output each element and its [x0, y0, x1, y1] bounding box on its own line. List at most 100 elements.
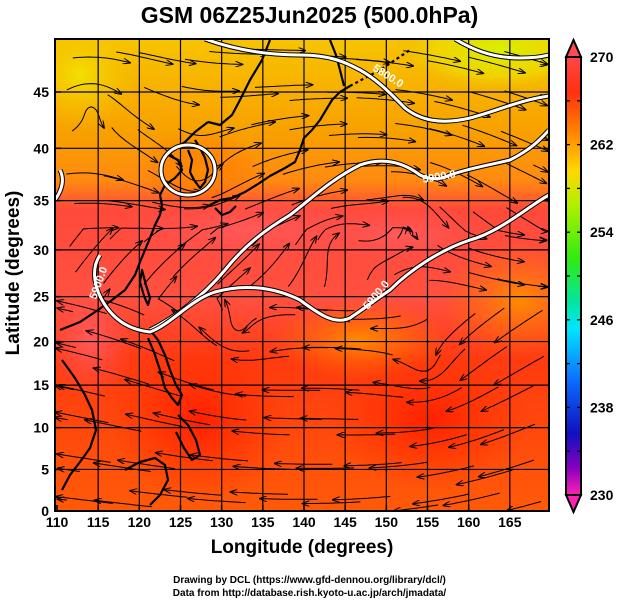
warm-region-northwest [55, 39, 140, 130]
streamline [219, 122, 276, 138]
streamline [395, 123, 451, 136]
streamline [366, 247, 412, 281]
streamline [500, 130, 548, 151]
streamline [443, 492, 500, 505]
streamline [346, 392, 404, 398]
streamline [116, 51, 172, 64]
streamline [236, 394, 294, 397]
streamline [139, 52, 196, 64]
streamline [188, 499, 246, 504]
streamline [402, 196, 449, 227]
streamline [231, 492, 288, 494]
streamline [479, 459, 535, 477]
streamline [413, 493, 470, 504]
streamline [393, 354, 441, 372]
x-tick-label: 110 [46, 514, 69, 530]
x-tick-label: 140 [292, 514, 316, 530]
red-region-philippines [110, 340, 290, 500]
streamline [291, 190, 348, 206]
contour-5800-line [204, 39, 549, 123]
y-tick-label: 35 [33, 193, 49, 209]
streamline [74, 202, 131, 207]
plot-frame [54, 38, 550, 512]
streamline [537, 286, 548, 287]
streamline [159, 372, 214, 391]
streamline [72, 56, 130, 63]
colorbar-tick-label: 254 [590, 224, 614, 240]
streamline [209, 213, 263, 235]
streamline [506, 207, 547, 232]
y-axis-ticks: 0 5 10 15 20 25 30 35 40 45 [33, 84, 61, 519]
x-tick-label: 150 [375, 514, 399, 530]
colorbar-upper-arrow [564, 37, 583, 58]
streamline [303, 347, 361, 349]
streamline [176, 224, 227, 250]
streamline [436, 313, 476, 355]
streamline [317, 224, 369, 241]
streamline [429, 279, 486, 290]
colorbar-lower-arrow [564, 494, 583, 515]
streamline [507, 501, 542, 511]
credit-data-source: Data from http://database.rish.kyoto-u.a… [172, 588, 447, 599]
streamline [85, 420, 142, 432]
coastline-mindanao [175, 414, 202, 462]
streamline [232, 355, 290, 360]
streamline [470, 91, 526, 110]
streamline [410, 434, 467, 447]
x-axis-ticks: 110 115 120 125 130 135 140 145 150 155 160 165 [46, 505, 522, 530]
streamline [87, 331, 142, 350]
y-tick-label: 25 [33, 289, 49, 305]
streamline [251, 116, 309, 126]
coastline-korea [186, 139, 210, 190]
streamline [333, 495, 391, 499]
streamline [152, 201, 209, 207]
streamline [301, 418, 359, 419]
streamline [57, 301, 107, 315]
streamline [303, 502, 361, 504]
streamline [183, 196, 239, 210]
streamline [469, 56, 525, 72]
streamline [327, 92, 385, 94]
streamline [232, 431, 290, 436]
orange-region-east [440, 240, 549, 360]
y-tick-label: 30 [33, 242, 49, 258]
streamlines [55, 49, 548, 511]
contour-label-5900-north: 5900.0 [421, 168, 456, 186]
x-tick-label: 145 [333, 514, 357, 530]
streamline [212, 143, 261, 174]
streamline [234, 466, 292, 469]
streamline [260, 499, 318, 500]
streamline [181, 85, 239, 91]
streamline [143, 244, 185, 285]
streamline [55, 412, 109, 424]
streamline [58, 386, 105, 397]
streamline [190, 411, 247, 421]
streamline [358, 228, 408, 242]
streamline [243, 314, 296, 333]
streamline [289, 98, 348, 100]
streamline [495, 309, 543, 342]
streamline [295, 216, 343, 246]
pink-region-southchina [55, 280, 135, 400]
streamline [199, 327, 250, 352]
streamline [56, 497, 114, 504]
chart-title: GSM 06Z25Jun2025 (500.0hPa) [140, 2, 479, 28]
streamline [289, 124, 347, 131]
y-tick-label: 20 [33, 334, 49, 350]
coastline-borneo [124, 456, 170, 506]
contour-5800-ne-line [454, 39, 549, 60]
streamline [211, 174, 264, 199]
streamline [66, 83, 122, 94]
streamline [108, 200, 165, 210]
streamline [429, 128, 484, 147]
streamline [107, 94, 154, 129]
colorbar: 270 262 254 246 238 230 [564, 37, 614, 515]
streamline [427, 60, 483, 74]
x-tick-label: 160 [457, 514, 481, 530]
streamline [177, 128, 234, 136]
streamline [191, 455, 249, 462]
streamline [121, 339, 175, 362]
streamline [144, 86, 199, 104]
streamline [494, 355, 545, 385]
